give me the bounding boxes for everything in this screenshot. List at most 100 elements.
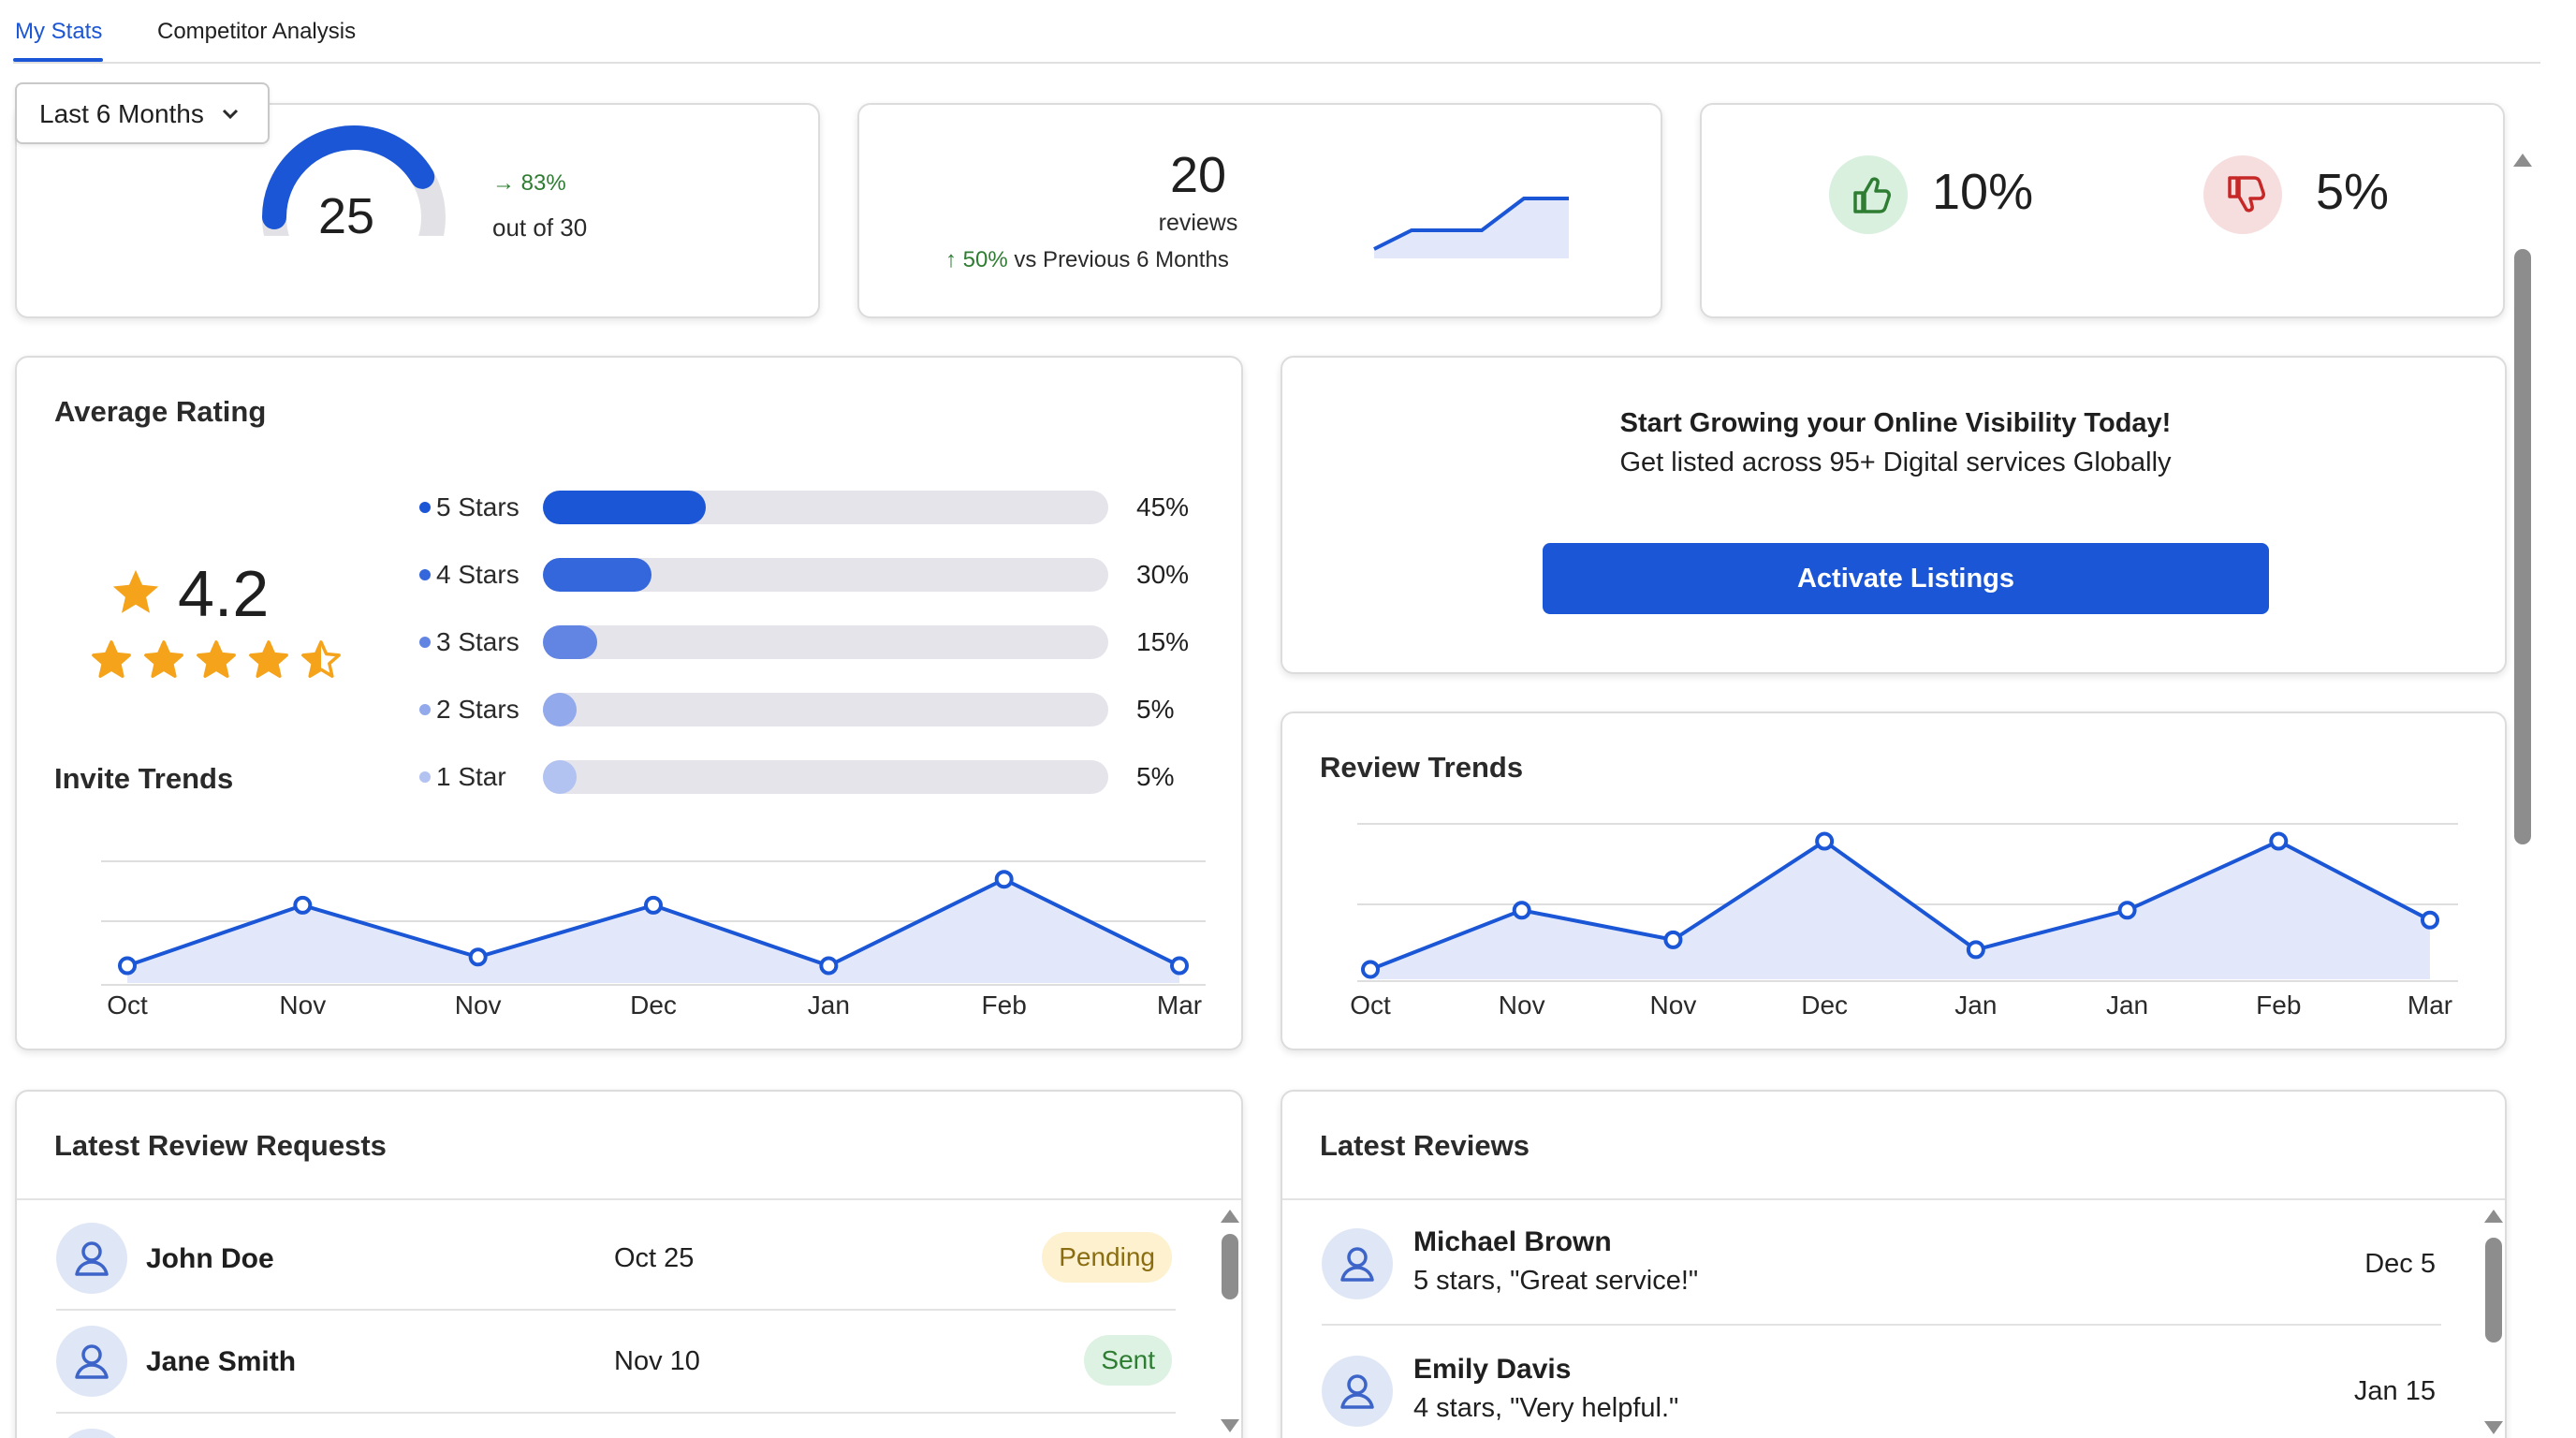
data-point[interactable]: [118, 956, 137, 976]
chevron-down-icon: [222, 109, 239, 120]
scroll-down-arrow[interactable]: [1221, 1419, 1239, 1432]
row-divider: [56, 1412, 1176, 1414]
x-axis-tick-label: Nov: [1649, 990, 1697, 1020]
x-axis-tick-label: Dec: [630, 990, 677, 1020]
data-point[interactable]: [1170, 956, 1189, 976]
thumbs-down-icon: [2228, 176, 2265, 213]
rating-bar-track: [543, 491, 1108, 524]
reviewer-name: Michael Brown: [1413, 1226, 1612, 1257]
rating-bar-label: 2 Stars: [436, 695, 520, 724]
reviews-label: reviews: [1158, 210, 1238, 236]
area-fill: [1370, 841, 2430, 979]
x-axis-tick-label: Nov: [279, 990, 327, 1020]
star-icon: [112, 569, 159, 613]
x-axis-tick-label: Oct: [107, 990, 148, 1020]
reviews-change-text: vs Previous 6 Months: [1014, 247, 1229, 272]
rating-bar-fill: [543, 625, 597, 659]
scroll-up-arrow[interactable]: [2513, 154, 2532, 167]
scroll-thumb[interactable]: [1222, 1234, 1238, 1299]
star-filled-icon: [144, 640, 183, 678]
x-axis-tick-label: Jan: [1954, 990, 1998, 1020]
x-axis-tick-label: Mar: [1156, 990, 1203, 1020]
rating-bar-track: [543, 693, 1108, 726]
data-point[interactable]: [1966, 940, 1985, 960]
x-axis-tick-label: Jan: [2105, 990, 2149, 1020]
x-axis-tick-label: Oct: [1350, 990, 1391, 1020]
data-point[interactable]: [1663, 930, 1683, 949]
data-point[interactable]: [468, 947, 488, 967]
user-icon: [75, 1344, 109, 1379]
x-axis-tick-label: Nov: [454, 990, 502, 1020]
star-half-icon: [301, 640, 341, 678]
legend-dot: [419, 502, 431, 513]
activate-listings-button[interactable]: Activate Listings: [1543, 543, 2269, 614]
row-divider: [56, 1309, 1176, 1311]
scroll-up-arrow[interactable]: [2484, 1210, 2503, 1223]
x-axis-tick-label: Feb: [981, 990, 1027, 1020]
score-change: → 83%: [492, 170, 566, 197]
promo-card: Start Growing your Online Visibility Tod…: [1281, 356, 2507, 674]
data-point[interactable]: [819, 956, 839, 976]
invite-trends-chart: [101, 860, 1206, 986]
scroll-down-arrow[interactable]: [2484, 1421, 2503, 1434]
date-range-dropdown[interactable]: Last 6 Months: [15, 82, 270, 144]
review-date: Jan 15: [2353, 1376, 2436, 1406]
latest-requests-title: Latest Review Requests: [54, 1129, 387, 1162]
request-date: Nov 10: [614, 1346, 700, 1376]
data-point[interactable]: [2269, 831, 2289, 851]
tab-competitor-analysis[interactable]: Competitor Analysis: [157, 19, 357, 44]
latest-requests-card: Latest Review Requests John Doe Oct 25 P…: [15, 1090, 1243, 1438]
score-value: 25: [318, 188, 375, 244]
star-filled-icon: [92, 640, 131, 678]
score-gauge: [242, 125, 466, 255]
data-point[interactable]: [1361, 960, 1380, 979]
rating-distribution: 5 Stars 45% 4 Stars 30% 3 Stars 15% 2 Stars 5% 1…: [17, 358, 1241, 807]
data-point[interactable]: [293, 895, 313, 915]
data-point[interactable]: [2117, 901, 2137, 920]
activate-listings-label: Activate Listings: [1796, 564, 2015, 594]
rating-stars: [90, 638, 343, 687]
tabs-divider: [13, 62, 2540, 64]
arrow-right-icon: →: [492, 170, 515, 196]
data-point[interactable]: [1815, 831, 1835, 851]
promo-subline: Get listed across 95+ Digital services G…: [1619, 448, 2172, 477]
rating-bar-percent: 15%: [1136, 627, 1190, 656]
average-rating-card: Average Rating 4.2 5 Stars 45% 4 Stars 30% 3…: [15, 356, 1243, 1050]
reviews-count: 20: [1169, 147, 1227, 203]
thumbs-up-badge: [1829, 155, 1908, 234]
latest-reviews-card: Latest Reviews Michael Brown 5 stars, "G…: [1281, 1090, 2507, 1438]
request-date: Oct 25: [614, 1243, 695, 1273]
rating-bar-track: [543, 558, 1108, 592]
star-filled-icon: [197, 640, 236, 678]
rating-bar-label: 5 Stars: [436, 492, 520, 521]
x-axis-tick-label: Feb: [2256, 990, 2302, 1020]
series-line: [1369, 839, 2431, 972]
data-point[interactable]: [644, 895, 663, 915]
score-change-value: 83%: [520, 170, 566, 196]
data-point[interactable]: [994, 870, 1014, 889]
thumbs-up-icon: [1853, 177, 1891, 213]
tab-my-stats[interactable]: My Stats: [15, 19, 103, 44]
scroll-thumb[interactable]: [2514, 249, 2531, 844]
reviewer-name: Emily Davis: [1413, 1354, 1572, 1385]
rating-bar-track: [543, 625, 1108, 659]
scroll-thumb[interactable]: [2485, 1238, 2502, 1343]
reviews-sparkline: [1373, 197, 1569, 258]
scroll-up-arrow[interactable]: [1221, 1210, 1239, 1223]
latest-requests-header-divider: [17, 1198, 1241, 1200]
user-icon: [1340, 1247, 1374, 1282]
promo-headline: Start Growing your Online Visibility Tod…: [1619, 408, 2172, 438]
data-point[interactable]: [2421, 910, 2439, 930]
data-point[interactable]: [1512, 901, 1531, 920]
rating-bar-percent: 5%: [1136, 762, 1175, 791]
rating-bar-percent: 5%: [1136, 695, 1175, 724]
x-axis-tick-label: Mar: [2407, 990, 2453, 1020]
review-text: 4 stars, "Very helpful.": [1413, 1393, 1679, 1423]
star-filled-icon: [249, 640, 288, 678]
legend-dot: [419, 704, 431, 715]
review-trends-x-axis: Oct Nov Nov Dec Jan Jan Feb Mar: [1282, 990, 2505, 1028]
review-trends-chart: [1357, 823, 2458, 982]
user-icon: [75, 1241, 109, 1276]
invite-trends-x-axis: Oct Nov Nov Dec Jan Feb Mar: [17, 990, 1241, 1028]
avatar: [1322, 1356, 1393, 1427]
